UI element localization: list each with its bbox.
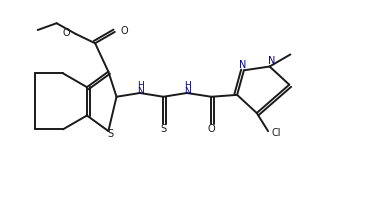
Text: S: S xyxy=(107,129,113,139)
Text: N: N xyxy=(137,87,144,96)
Text: N: N xyxy=(184,87,191,96)
Text: Cl: Cl xyxy=(272,128,281,138)
Text: O: O xyxy=(120,26,128,36)
Text: H: H xyxy=(137,81,144,90)
Text: O: O xyxy=(208,124,215,134)
Text: N: N xyxy=(268,56,276,66)
Text: N: N xyxy=(239,60,246,70)
Text: H: H xyxy=(184,81,191,90)
Text: S: S xyxy=(160,124,166,134)
Text: O: O xyxy=(62,28,70,38)
